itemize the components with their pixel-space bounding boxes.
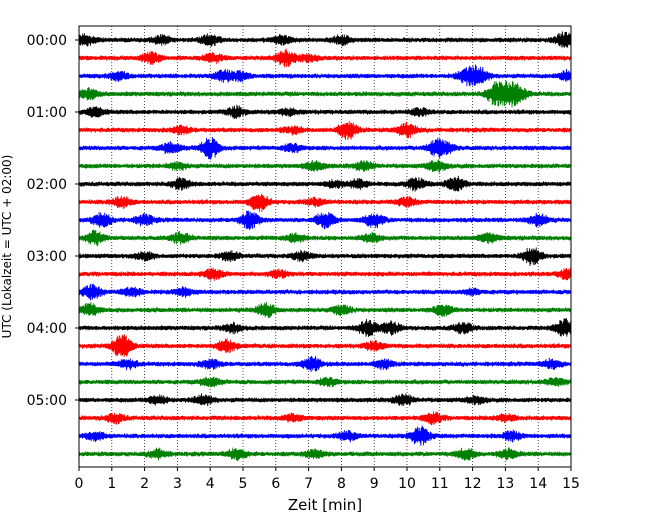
x-tick-label: 12 <box>464 476 482 492</box>
trace-line <box>78 247 572 267</box>
x-tick-label: 6 <box>271 476 280 492</box>
x-tick-label: 2 <box>140 476 149 492</box>
y-tick-label: 03:00 <box>27 249 67 265</box>
x-tick-label: 13 <box>496 476 514 492</box>
trace-line <box>78 283 572 301</box>
x-tick-label: 8 <box>337 476 346 492</box>
trace-line <box>78 136 572 160</box>
trace-line <box>78 355 572 373</box>
x-tick-label: 15 <box>562 476 580 492</box>
x-tick-label: 5 <box>239 476 248 492</box>
trace-line <box>78 318 572 337</box>
trace-line <box>78 80 572 108</box>
x-tick-label: 14 <box>529 476 547 492</box>
x-tick-label: 7 <box>304 476 313 492</box>
seismogram-traces <box>78 31 572 461</box>
x-tick-label: 1 <box>107 476 116 492</box>
x-tick-label: 9 <box>370 476 379 492</box>
trace-line <box>78 267 572 281</box>
trace-line <box>78 104 572 120</box>
x-axis-label: Zeit [min] <box>288 496 362 514</box>
trace-line <box>78 64 572 87</box>
x-tick-label: 0 <box>75 476 84 492</box>
trace-line <box>78 376 572 388</box>
trace-line <box>78 447 572 461</box>
plot-frame <box>78 25 572 468</box>
y-tick-label: 00:00 <box>27 33 67 49</box>
trace-line <box>78 411 572 426</box>
trace-line <box>78 48 572 68</box>
y-tick-label: 05:00 <box>27 393 67 409</box>
x-tick-label: 11 <box>431 476 449 492</box>
trace-line <box>78 31 572 48</box>
trace-line <box>78 159 572 173</box>
trace-line <box>78 193 572 213</box>
y-tick-label: 04:00 <box>27 321 67 337</box>
y-tick-label: 01:00 <box>27 105 67 121</box>
trace-line <box>78 334 572 358</box>
y-tick-label: 02:00 <box>27 177 67 193</box>
x-axis-ticks: 0 1 2 3 4 5 6 7 8 9 10 11 12 13 14 15 <box>75 467 580 492</box>
trace-line <box>78 425 572 446</box>
x-tick-label: 10 <box>398 476 416 492</box>
trace-line <box>78 229 572 247</box>
y-axis-ticks: 00:00 01:00 02:00 03:00 04:00 05:00 <box>27 33 79 409</box>
x-tick-label: 3 <box>173 476 182 492</box>
trace-line <box>78 175 572 192</box>
trace-line <box>78 393 572 407</box>
y-axis-label: UTC (Lokalzeit = UTC + 02:00) <box>0 155 14 339</box>
trace-line <box>78 210 572 231</box>
x-tick-label: 4 <box>206 476 215 492</box>
trace-line <box>78 120 572 141</box>
trace-line <box>78 302 572 319</box>
